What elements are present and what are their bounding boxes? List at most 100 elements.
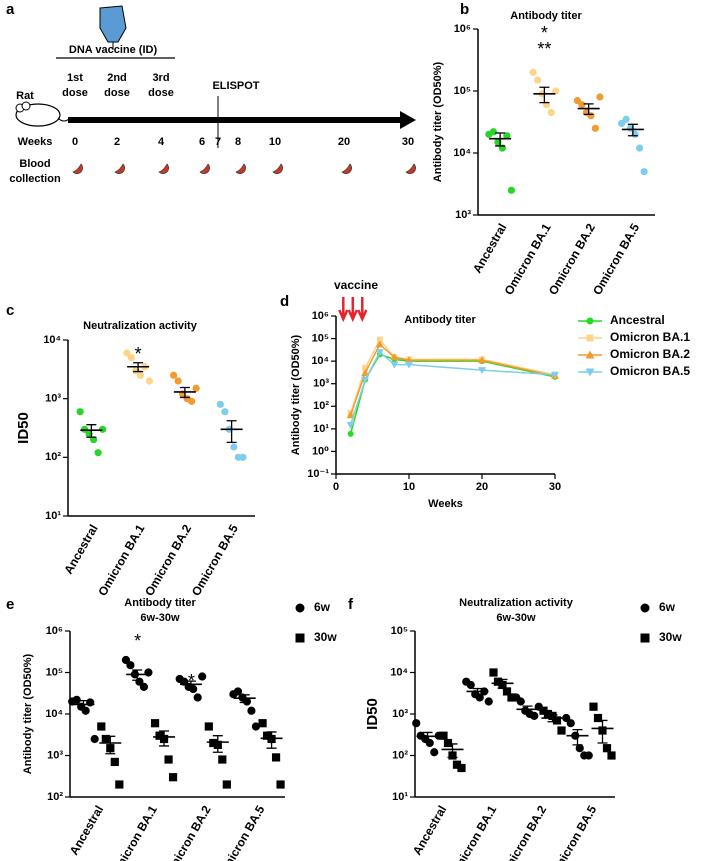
error-bar (547, 714, 558, 723)
vaccine-arrow (357, 297, 368, 323)
data-point (478, 356, 486, 364)
data-point (123, 349, 131, 357)
y-tick-label: 10⁵ (454, 85, 471, 97)
blood-drop (199, 163, 210, 174)
chart-title: Antibody titer (510, 10, 582, 22)
y-tick-label: 10⁴ (453, 147, 471, 159)
blood-label: Blood (19, 158, 50, 170)
animal-label: Rat (16, 90, 34, 102)
dose-label: 2nd (107, 72, 127, 84)
data-point (362, 364, 369, 371)
chart-subtitle: 6w-30w (496, 612, 536, 624)
data-point (99, 425, 107, 433)
y-axis-label: ID50 (364, 698, 381, 730)
weeks-label: Weeks (18, 136, 53, 148)
x-tick-label: Omicron BA.1 (108, 803, 160, 861)
data-point (72, 695, 81, 704)
data-point (247, 706, 256, 715)
error-bar (185, 680, 196, 689)
chart-subtitle: 6w-30w (140, 612, 180, 624)
error-bar (572, 728, 583, 746)
y-tick-label: 10¹ (45, 510, 61, 522)
significance-mark: * (135, 344, 142, 364)
data-point (115, 780, 124, 789)
error-bar (583, 103, 594, 116)
data-point (557, 726, 566, 735)
error-bar (522, 705, 533, 714)
x-tick-label: 20 (476, 481, 488, 493)
y-axis-label: Antibody titer (OD50%) (432, 61, 444, 182)
error-bar (78, 699, 89, 710)
data-point (529, 68, 537, 76)
data-point (230, 443, 238, 451)
y-tick-label: 10⁴ (311, 355, 329, 367)
blood-drop (405, 163, 416, 174)
data-point (640, 168, 648, 176)
x-tick-label: Ancestral (61, 522, 100, 576)
data-point (457, 763, 466, 773)
data-point (516, 697, 525, 706)
data-point (361, 376, 370, 384)
y-axis-label: Antibody titer (OD50%) (22, 653, 34, 774)
x-tick-label: Omicron BA.2 (497, 803, 549, 861)
data-point (489, 668, 498, 677)
rat-icon (15, 101, 71, 127)
data-point (475, 693, 484, 702)
panel-letter: a (6, 1, 15, 18)
vaccine-label: DNA vaccine (ID) (69, 44, 158, 56)
dose-label: 1st (67, 72, 83, 84)
legend-marker (585, 368, 595, 377)
error-bar (212, 735, 223, 753)
x-tick-label: 0 (333, 481, 339, 493)
series-line (349, 353, 556, 435)
blood-drop (341, 163, 352, 174)
y-tick-label: 10² (313, 400, 329, 412)
legend-label: Omicron BA.2 (610, 347, 690, 361)
data-point (584, 751, 593, 760)
data-point (390, 361, 399, 369)
x-tick-label: Omicron BA.1 (502, 221, 554, 298)
week-label: 2 (114, 136, 120, 148)
panel-letter: b (460, 1, 469, 18)
data-point (602, 744, 612, 753)
y-axis-label: ID50 (15, 412, 32, 444)
y-tick-label: 10⁶ (312, 310, 329, 322)
error-bar (422, 731, 433, 742)
y-tick-label: 10³ (47, 749, 63, 761)
legend-marker (586, 334, 594, 342)
y-tick-label: 10⁻¹ (307, 468, 329, 480)
dose-label: dose (148, 87, 174, 99)
data-point (636, 144, 644, 152)
error-bar (472, 687, 483, 696)
week-label: 7 (215, 136, 221, 148)
y-tick-label: 10⁶ (454, 23, 471, 35)
dose-label: dose (104, 87, 130, 99)
legend-label: Omicron BA.1 (610, 330, 690, 344)
error-bar (226, 420, 237, 444)
week-label: 30 (402, 136, 414, 148)
data-point (271, 753, 281, 762)
error-bar (627, 123, 638, 137)
y-tick-label: 10⁵ (391, 625, 408, 637)
x-tick-label: Omicron BA.5 (547, 803, 599, 861)
timeline-arrowhead (400, 111, 416, 129)
y-tick-label: 10¹ (392, 791, 408, 803)
data-point (484, 697, 493, 706)
data-point (376, 336, 383, 343)
data-point (405, 356, 413, 364)
data-point (478, 367, 486, 375)
data-point (439, 731, 448, 740)
y-axis-label: Antibody titer (OD50%) (290, 334, 302, 455)
data-point (507, 186, 515, 194)
x-tick-label: Ancestral (410, 803, 449, 857)
error-bar (447, 743, 458, 759)
data-point (566, 719, 575, 728)
error-bar (597, 719, 608, 744)
data-point (170, 371, 178, 379)
error-bar (266, 731, 277, 749)
data-point (534, 76, 542, 84)
y-tick-label: 10⁰ (312, 445, 329, 457)
legend-marker (295, 603, 305, 613)
data-point (551, 371, 559, 379)
